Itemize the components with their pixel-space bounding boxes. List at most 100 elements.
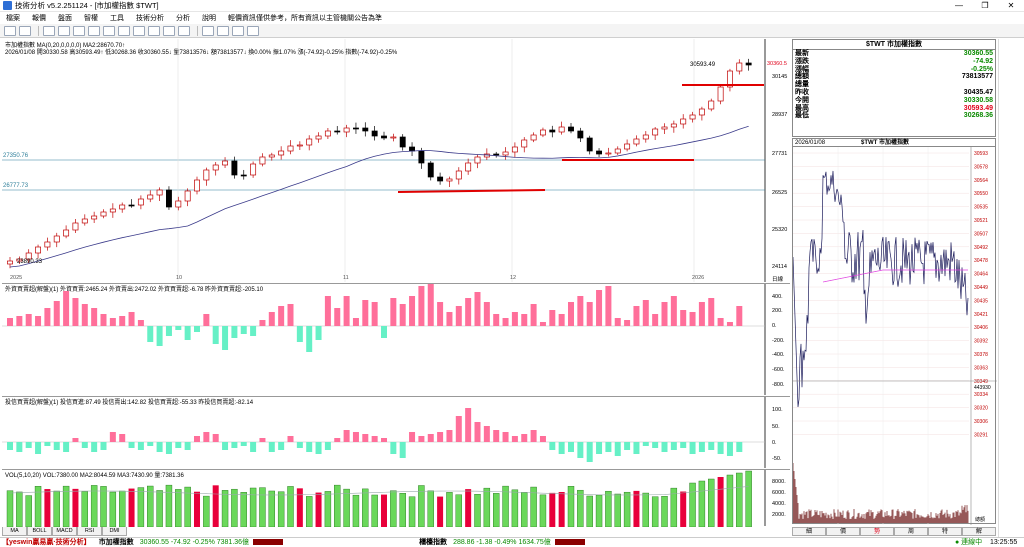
rect-tool-icon[interactable] bbox=[133, 25, 145, 36]
tab-trend[interactable]: 勢 bbox=[860, 527, 894, 536]
volume-bar bbox=[455, 494, 462, 527]
line-tool-icon[interactable] bbox=[43, 25, 55, 36]
intraday-title: $TWT 市加權指數 bbox=[861, 140, 910, 146]
negative-bar bbox=[25, 442, 32, 448]
volume-bar-chart[interactable] bbox=[2, 470, 765, 527]
wave-tool-icon[interactable] bbox=[103, 25, 115, 36]
grid-tool-icon[interactable] bbox=[73, 25, 85, 36]
text-tool-icon[interactable] bbox=[148, 25, 160, 36]
tab-dmi[interactable]: DMI bbox=[102, 527, 127, 536]
minimize-button[interactable]: — bbox=[955, 1, 963, 10]
maximize-button[interactable]: ❐ bbox=[981, 1, 989, 10]
tab-week[interactable]: 周 bbox=[894, 527, 928, 536]
cursor-icon[interactable] bbox=[19, 25, 31, 36]
menu-file[interactable]: 檔案 bbox=[6, 15, 20, 22]
tab-price[interactable]: 價 bbox=[826, 527, 860, 536]
title-bar: 技術分析 v5.2.251124 - [市加權指數 $TWT] — ❐ ✕ bbox=[0, 0, 1024, 12]
negative-bar bbox=[726, 442, 733, 456]
channel-tool-icon[interactable] bbox=[58, 25, 70, 36]
volume-bar bbox=[586, 495, 593, 527]
quote-row: 最高 30593.49 bbox=[793, 105, 995, 113]
circle-tool-icon[interactable] bbox=[118, 25, 130, 36]
candle-body bbox=[166, 189, 172, 208]
candle-body bbox=[175, 200, 182, 208]
volume-header: VOL(5,10,20) VOL:7380.00 MA2:8044.59 MA3… bbox=[5, 473, 184, 479]
zoom-in-icon[interactable] bbox=[202, 25, 214, 36]
positive-bar bbox=[343, 296, 350, 326]
quote-row: 最低 30268.36 bbox=[793, 112, 995, 120]
negative-bar bbox=[240, 326, 247, 334]
candle-body bbox=[652, 128, 659, 136]
price-tick: 26525 bbox=[772, 190, 788, 196]
negative-bar bbox=[250, 326, 257, 336]
foreign-bar-chart[interactable] bbox=[2, 284, 765, 396]
volume-bar bbox=[100, 486, 107, 527]
menu-analysis[interactable]: 分析 bbox=[176, 15, 190, 22]
negative-bar bbox=[698, 442, 705, 452]
candle-body bbox=[596, 150, 603, 155]
negative-bar bbox=[278, 442, 285, 450]
positive-bar bbox=[109, 318, 116, 326]
tab-boll[interactable]: BOLL bbox=[27, 527, 52, 536]
positive-bar bbox=[511, 436, 518, 442]
positive-bar bbox=[334, 438, 341, 442]
volume-bar bbox=[717, 477, 724, 527]
status-time: 13:25:55 bbox=[990, 538, 1018, 546]
tab-rsi[interactable]: RSI bbox=[77, 527, 102, 536]
menu-tech[interactable]: 技術分析 bbox=[136, 15, 164, 22]
menu-help[interactable]: 說明 bbox=[202, 15, 216, 22]
positive-bar bbox=[624, 320, 631, 326]
price-tick: 27731 bbox=[772, 151, 788, 157]
candlestick-chart[interactable] bbox=[2, 39, 765, 282]
app-icon bbox=[3, 1, 12, 10]
menu-quote[interactable]: 報價 bbox=[32, 15, 46, 22]
candle-body bbox=[605, 152, 612, 155]
close-button[interactable]: ✕ bbox=[1007, 1, 1015, 10]
candle-body bbox=[296, 144, 303, 147]
candle-body bbox=[642, 134, 649, 140]
quote-value: 30435.47 bbox=[963, 88, 993, 96]
positive-bar bbox=[287, 436, 294, 442]
tab-detail[interactable]: 細 bbox=[792, 527, 826, 536]
menu-tools[interactable]: 工具 bbox=[110, 15, 124, 22]
volume-bar bbox=[577, 489, 584, 527]
tab-analysis[interactable]: 解 bbox=[962, 527, 996, 536]
intraday-chart[interactable]: 30593 30578 30564 30550 30535 30521 30507 30492… bbox=[793, 147, 997, 525]
volume-tick: 6000. bbox=[772, 490, 786, 496]
negative-bar bbox=[736, 442, 743, 452]
settings-icon[interactable] bbox=[232, 25, 244, 36]
negative-bar bbox=[137, 442, 144, 450]
quote-value: -74.92 bbox=[973, 57, 993, 65]
negative-bar bbox=[315, 442, 322, 454]
menu-smart[interactable]: 智權 bbox=[84, 15, 98, 22]
negative-bar bbox=[642, 442, 649, 446]
draw-line-icon[interactable] bbox=[4, 25, 16, 36]
foreign-panel: 外資買賣超(解盤)(1) 外資買賣:2465.24 外資賣出:2472.02 外… bbox=[2, 283, 765, 395]
tab-special[interactable]: 特 bbox=[928, 527, 962, 536]
status-index1-values: 30360.55 -74.92 -0.25% 7381.36億 bbox=[139, 538, 250, 546]
dealer-bar-chart[interactable] bbox=[2, 397, 765, 469]
bar-tool-icon[interactable] bbox=[88, 25, 100, 36]
candle-body bbox=[128, 204, 135, 207]
candle-body bbox=[409, 146, 416, 152]
candle-body bbox=[577, 130, 584, 139]
volume-bar bbox=[221, 490, 229, 527]
positive-bar bbox=[203, 314, 210, 326]
quote-value: 30268.36 bbox=[963, 112, 993, 120]
positive-bar bbox=[465, 298, 472, 326]
price-axis: 30360.5 30145 28937 27731 26525 25320 24… bbox=[765, 39, 790, 283]
save-icon[interactable] bbox=[247, 25, 259, 36]
menu-board[interactable]: 盤面 bbox=[58, 15, 72, 22]
candle-body bbox=[287, 145, 294, 152]
volume-bar bbox=[399, 493, 406, 527]
negative-bar bbox=[390, 442, 397, 454]
candle-body bbox=[530, 134, 537, 141]
tab-ma[interactable]: MA bbox=[2, 527, 27, 536]
color-tool-icon[interactable] bbox=[163, 25, 175, 36]
delete-tool-icon[interactable] bbox=[178, 25, 190, 36]
tab-macd[interactable]: MACD bbox=[52, 527, 77, 536]
volume-bar bbox=[418, 485, 425, 527]
candle-body bbox=[474, 156, 481, 164]
status-bar: 【yeswin贏易贏·技術分析】 市加權指數 30360.55 -74.92 -… bbox=[0, 537, 1024, 546]
zoom-out-icon[interactable] bbox=[217, 25, 229, 36]
